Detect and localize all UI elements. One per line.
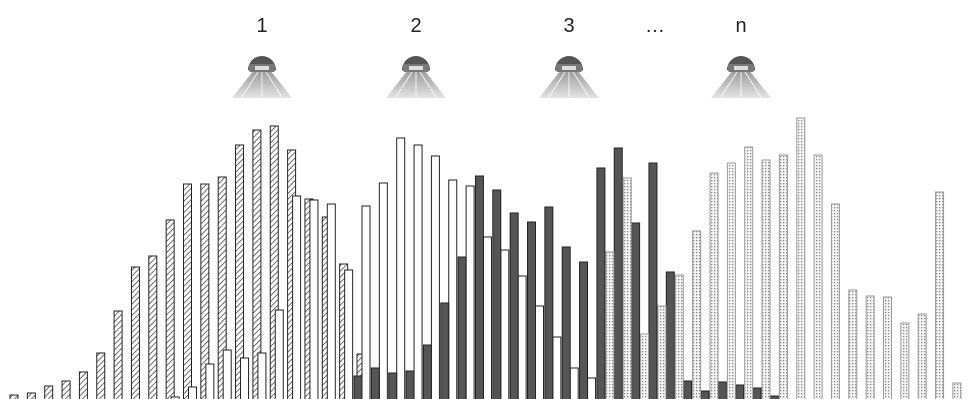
- bar: [632, 223, 640, 399]
- bar: [354, 376, 362, 399]
- bar: [189, 387, 197, 399]
- bar: [762, 160, 770, 399]
- nozzle-label: n: [735, 15, 746, 37]
- bar: [884, 297, 892, 399]
- bar: [371, 368, 379, 399]
- bar: [27, 393, 35, 399]
- bar: [131, 267, 139, 399]
- bar: [466, 186, 474, 399]
- bar: [97, 353, 105, 399]
- bar: [918, 314, 926, 399]
- bar: [45, 386, 53, 399]
- bar: [570, 368, 578, 399]
- bar: [727, 163, 735, 399]
- bar: [431, 156, 439, 399]
- bar: [345, 270, 353, 399]
- bar: [79, 372, 87, 399]
- bar: [753, 388, 761, 399]
- bar: [458, 257, 466, 399]
- diagram: 1 2 3 … n: [0, 0, 977, 399]
- bar: [701, 391, 709, 399]
- bar: [779, 155, 787, 399]
- nozzle: [711, 56, 771, 98]
- bar: [441, 303, 449, 399]
- bar: [710, 173, 718, 399]
- bar: [693, 231, 701, 399]
- bar: [675, 275, 683, 399]
- bar: [275, 310, 283, 399]
- bar: [831, 204, 839, 399]
- bar: [797, 118, 805, 399]
- bar: [510, 213, 518, 399]
- bar: [814, 155, 822, 399]
- bar: [718, 382, 726, 399]
- bar: [449, 180, 457, 399]
- bar: [501, 250, 509, 399]
- bar: [166, 220, 174, 399]
- bar: [614, 148, 622, 399]
- bar: [658, 306, 666, 399]
- bar: [223, 350, 231, 399]
- bar: [623, 178, 631, 399]
- bar: [379, 183, 387, 399]
- bar: [518, 276, 526, 399]
- bar: [293, 196, 301, 399]
- bar: [736, 385, 744, 399]
- nozzle-label: 3: [563, 15, 574, 37]
- bar: [62, 381, 70, 399]
- bar: [423, 345, 431, 399]
- bar: [536, 306, 544, 399]
- bar: [597, 168, 605, 399]
- bar: [641, 334, 649, 399]
- bar: [149, 256, 157, 399]
- bar: [483, 237, 491, 399]
- nozzle-icons: [232, 56, 771, 98]
- bar: [849, 290, 857, 399]
- bar: [606, 252, 614, 399]
- nozzle: [539, 56, 599, 98]
- bar: [936, 192, 944, 399]
- bar: [528, 222, 536, 399]
- bar: [545, 207, 553, 399]
- nozzle: [232, 56, 292, 98]
- bar: [562, 247, 570, 399]
- bar: [580, 262, 588, 399]
- bar: [901, 323, 909, 399]
- nozzle-label: 2: [410, 15, 421, 37]
- bar: [666, 272, 674, 399]
- bar: [745, 147, 753, 399]
- bar: [553, 337, 561, 399]
- bar: [258, 353, 266, 399]
- bar: [588, 378, 596, 399]
- bar: [327, 204, 335, 399]
- bar: [184, 184, 192, 399]
- bar: [493, 190, 501, 399]
- bar: [10, 395, 18, 399]
- bar: [389, 373, 397, 399]
- nozzle: [386, 56, 446, 98]
- bar: [397, 138, 405, 399]
- nozzle-label: 1: [256, 15, 267, 37]
- bar: [241, 358, 249, 399]
- bar: [475, 176, 483, 399]
- bar: [406, 371, 414, 399]
- bar: [310, 200, 318, 399]
- bar: [649, 163, 657, 399]
- bar: [953, 383, 961, 399]
- bar: [866, 296, 874, 399]
- bar: [114, 311, 122, 399]
- bar: [414, 145, 422, 399]
- bar: [362, 206, 370, 399]
- nozzle-label: …: [645, 15, 665, 37]
- bar: [684, 381, 692, 399]
- bar: [206, 364, 214, 399]
